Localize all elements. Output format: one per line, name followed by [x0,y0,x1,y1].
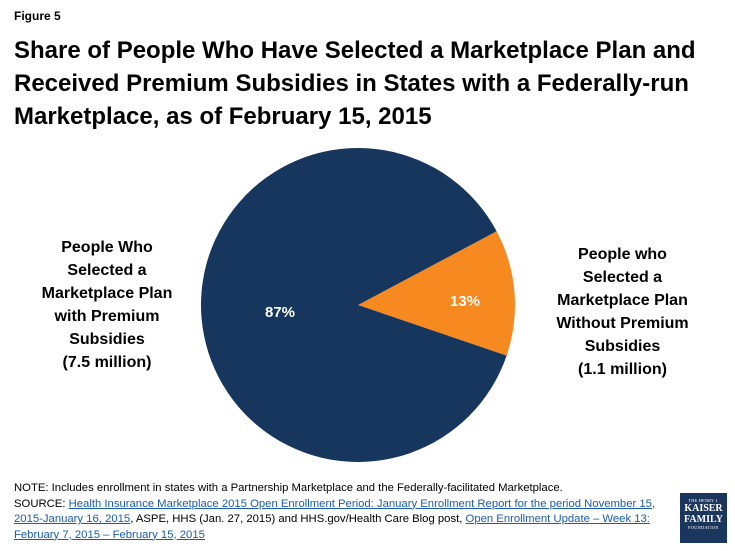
source-link-blog-post-cont[interactable]: February 7, 2015 – February 15, 2015 [14,528,205,541]
slice-label-unsubsidized: People who Selected a Marketplace Plan W… [540,243,705,381]
source-mid-text: , ASPE, HHS (Jan. 27, 2015) and HHS.gov/… [130,513,466,525]
slice-label-subsidized: People Who Selected a Marketplace Plan w… [22,236,192,374]
logo-line: KAISER [684,503,723,514]
slice-label-line: (1.1 million) [578,361,667,378]
chart-title-line: Marketplace, as of February 15, 2015 [14,103,432,130]
slice-label-line: Subsidies [584,338,661,355]
source-link-enrollment-report-cont[interactable]: 2015-January 16, 2015 [14,513,131,525]
chart-title-line: Share of People Who Have Selected a Mark… [14,37,696,64]
slice-label-line: Selected a [582,269,663,286]
source-prefix: SOURCE: [14,497,69,510]
slice-label-line: Subsidies [69,331,145,348]
slice-label-line: (7.5 million) [62,354,152,371]
kff-logo: THE HENRY J. KAISER FAMILY FOUNDATION [680,493,727,543]
pie-slice-unsubsidized [358,231,515,356]
slice-label-line: Marketplace Plan [41,285,173,302]
footnotes: NOTE: Includes enrollment in states with… [14,481,664,543]
pie-slices [201,147,515,462]
source-link-enrollment-report[interactable]: Health Insurance Marketplace 2015 Open E… [68,497,656,510]
slice-label-line: Selected a [67,262,147,279]
source-line-3: February 7, 2015 – February 15, 2015 [14,528,664,544]
logo-line: FOUNDATION [688,525,719,530]
chart-title-line: Received Premium Subsidies in States wit… [14,70,689,97]
slice-label-line: People who [578,246,667,263]
slice-label-line: People Who [61,239,153,256]
slice-value-label-subsidized: 87% [265,304,295,321]
logo-line: FAMILY [684,514,723,525]
slice-label-line: with Premium [54,308,160,325]
note-text: NOTE: Includes enrollment in states with… [14,482,563,494]
pie-slice-subsidized [201,147,507,462]
logo-line: THE HENRY J. [688,498,719,503]
chart-title: Share of People Who Have Selected a Mark… [14,34,726,133]
figure-label: Figure 5 [14,9,61,23]
source-link-blog-post[interactable]: Open Enrollment Update – Week 13: [465,513,650,525]
slice-label-line: Without Premium [556,315,689,332]
slice-value-label-unsubsidized: 13% [450,293,480,310]
source-line-1: SOURCE: Health Insurance Marketplace 201… [14,497,664,513]
source-line-2: 2015-January 16, 2015, ASPE, HHS (Jan. 2… [14,512,664,528]
slice-label-line: Marketplace Plan [557,292,688,309]
